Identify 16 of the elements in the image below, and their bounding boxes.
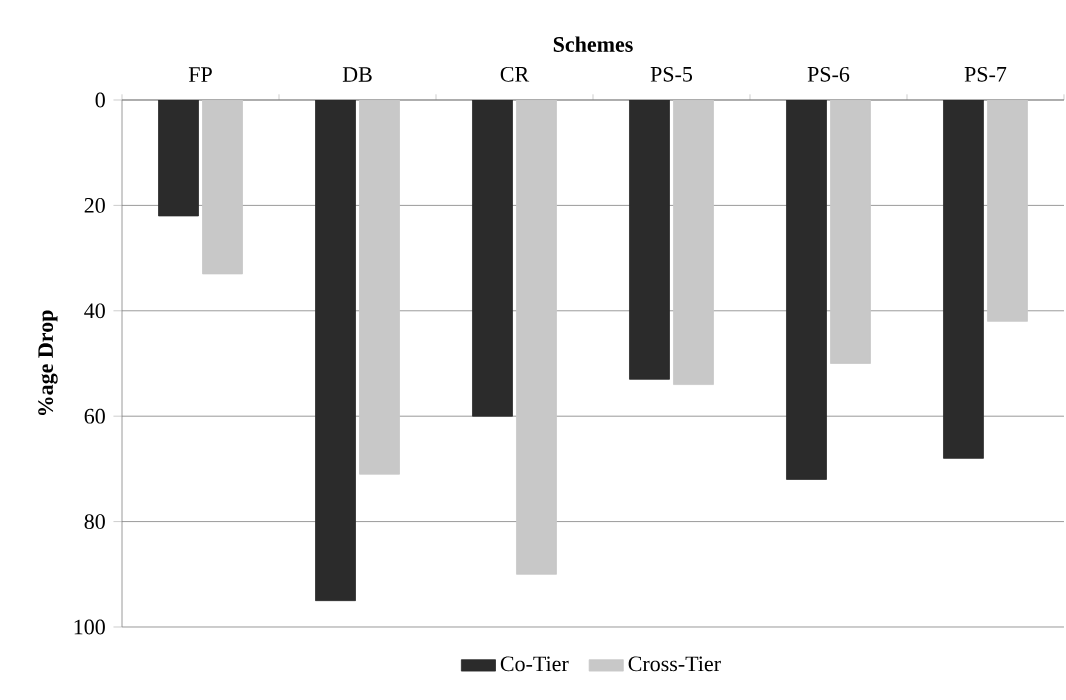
x-tick-label: PS-6	[807, 66, 850, 82]
y-axis-title: %age Drop	[38, 310, 58, 416]
x-tick-label: DB	[342, 67, 372, 82]
legend-label: Co-Tier	[500, 656, 569, 672]
y-tick-label: 40	[84, 303, 105, 319]
y-tick-label: 100	[74, 619, 105, 635]
x-tick-label: PS-5	[650, 66, 693, 82]
y-tick-label: 60	[84, 408, 105, 424]
y-tick-label: 20	[84, 197, 105, 213]
x-axis-title: Schemes	[553, 36, 633, 52]
y-tick-label: 0	[95, 92, 105, 108]
x-tick-label: FP	[188, 67, 212, 82]
x-tick-label: CR	[500, 66, 530, 82]
y-tick-label: 80	[84, 514, 105, 530]
x-tick-label: PS-7	[964, 66, 1007, 82]
legend-label: Cross-Tier	[628, 656, 721, 672]
